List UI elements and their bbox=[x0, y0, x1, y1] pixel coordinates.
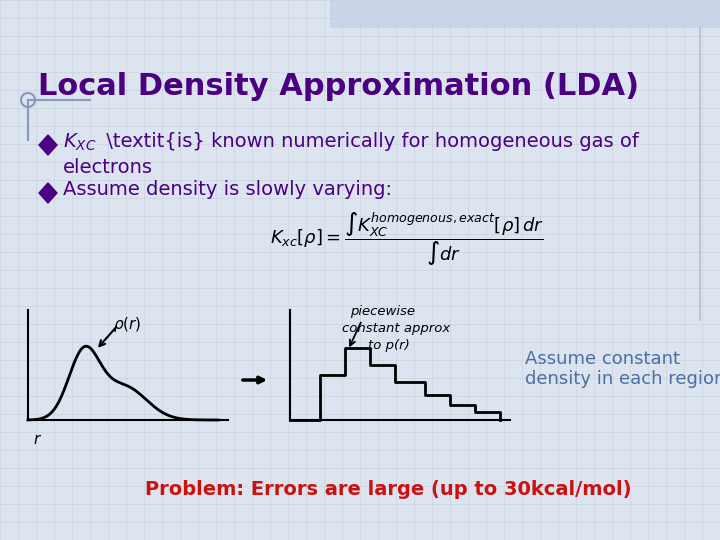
FancyBboxPatch shape bbox=[330, 0, 720, 28]
Text: constant approx: constant approx bbox=[342, 322, 450, 335]
Text: electrons: electrons bbox=[63, 158, 153, 177]
Text: Problem: Errors are large (up to 30kcal/mol): Problem: Errors are large (up to 30kcal/… bbox=[145, 480, 631, 499]
Text: density in each region: density in each region bbox=[525, 370, 720, 388]
Text: $r$: $r$ bbox=[33, 432, 42, 447]
Text: Local Density Approximation (LDA): Local Density Approximation (LDA) bbox=[38, 72, 639, 101]
Text: piecewise: piecewise bbox=[350, 305, 415, 318]
Text: $K_{XC}$: $K_{XC}$ bbox=[63, 132, 96, 153]
Text: $K_{xc}[\rho] = \dfrac{\int K_{XC}^{homogenous,exact}[\rho]\,dr}{\int dr}$: $K_{xc}[\rho] = \dfrac{\int K_{XC}^{homo… bbox=[270, 210, 544, 268]
Text: Assume density is slowly varying:: Assume density is slowly varying: bbox=[63, 180, 392, 199]
Text: to p(r): to p(r) bbox=[368, 339, 410, 352]
Text: \textit{is} known numerically for homogeneous gas of: \textit{is} known numerically for homoge… bbox=[100, 132, 639, 151]
Text: $\rho(r)$: $\rho(r)$ bbox=[113, 315, 141, 334]
Polygon shape bbox=[39, 135, 57, 155]
Text: Assume constant: Assume constant bbox=[525, 350, 680, 368]
Polygon shape bbox=[39, 183, 57, 203]
